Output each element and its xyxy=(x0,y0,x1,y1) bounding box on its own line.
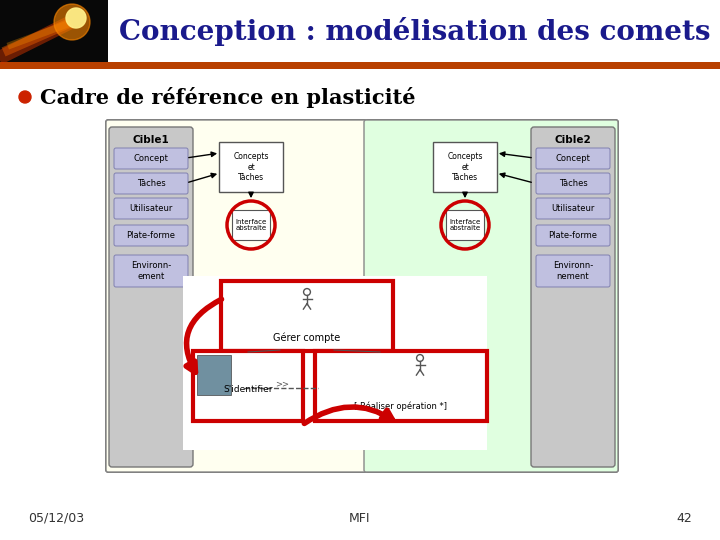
Text: Interface
abstraite: Interface abstraite xyxy=(449,219,481,232)
FancyBboxPatch shape xyxy=(536,225,610,246)
FancyBboxPatch shape xyxy=(193,351,303,421)
Text: Tâches: Tâches xyxy=(559,179,588,188)
FancyBboxPatch shape xyxy=(114,148,188,169)
Text: 05/12/03: 05/12/03 xyxy=(28,511,84,524)
FancyBboxPatch shape xyxy=(106,120,368,472)
Text: [ Réaliser opération *]: [ Réaliser opération *] xyxy=(354,401,448,411)
FancyBboxPatch shape xyxy=(0,0,720,62)
FancyBboxPatch shape xyxy=(114,198,188,219)
FancyBboxPatch shape xyxy=(446,210,484,240)
FancyBboxPatch shape xyxy=(536,173,610,194)
FancyBboxPatch shape xyxy=(114,173,188,194)
Circle shape xyxy=(19,91,31,103)
Text: Concepts
et
Tâches: Concepts et Tâches xyxy=(233,152,269,182)
FancyBboxPatch shape xyxy=(221,281,393,351)
FancyBboxPatch shape xyxy=(315,351,487,421)
FancyBboxPatch shape xyxy=(364,120,618,472)
Text: Plate-forme: Plate-forme xyxy=(549,231,598,240)
Text: Cadre de référence en plasticité: Cadre de référence en plasticité xyxy=(40,86,415,107)
FancyBboxPatch shape xyxy=(0,0,108,62)
Text: Utilisateur: Utilisateur xyxy=(552,204,595,213)
Circle shape xyxy=(66,8,86,28)
Text: Plate-forme: Plate-forme xyxy=(127,231,176,240)
Text: Tâches: Tâches xyxy=(137,179,166,188)
Text: 42: 42 xyxy=(676,511,692,524)
FancyBboxPatch shape xyxy=(232,210,270,240)
Text: Utilisateur: Utilisateur xyxy=(130,204,173,213)
Circle shape xyxy=(54,4,90,40)
FancyBboxPatch shape xyxy=(109,127,193,467)
Text: Cible2: Cible2 xyxy=(554,135,591,145)
FancyBboxPatch shape xyxy=(197,355,231,395)
FancyBboxPatch shape xyxy=(536,255,610,287)
FancyBboxPatch shape xyxy=(536,148,610,169)
Text: Environn-
ement: Environn- ement xyxy=(131,261,171,281)
FancyBboxPatch shape xyxy=(114,225,188,246)
FancyArrowPatch shape xyxy=(186,299,222,372)
FancyBboxPatch shape xyxy=(106,120,618,472)
Text: Cible1: Cible1 xyxy=(132,135,169,145)
FancyBboxPatch shape xyxy=(114,255,188,287)
Text: Environn-
nement: Environn- nement xyxy=(553,261,593,281)
Text: MFI: MFI xyxy=(349,511,371,524)
Text: Conception : modélisation des comets: Conception : modélisation des comets xyxy=(120,17,711,46)
FancyBboxPatch shape xyxy=(433,142,497,192)
FancyBboxPatch shape xyxy=(0,62,720,69)
FancyBboxPatch shape xyxy=(219,142,283,192)
Text: Interface
abstraite: Interface abstraite xyxy=(235,219,266,232)
FancyBboxPatch shape xyxy=(536,198,610,219)
FancyBboxPatch shape xyxy=(183,276,487,450)
Text: Concept: Concept xyxy=(556,154,590,163)
FancyBboxPatch shape xyxy=(531,127,615,467)
Text: S'identifier: S'identifier xyxy=(223,386,273,395)
Text: Concepts
et
Tâches: Concepts et Tâches xyxy=(447,152,482,182)
Text: >>: >> xyxy=(275,380,289,388)
Text: Gérer compte: Gérer compte xyxy=(274,333,341,343)
Text: Concept: Concept xyxy=(134,154,168,163)
FancyArrowPatch shape xyxy=(305,407,392,423)
